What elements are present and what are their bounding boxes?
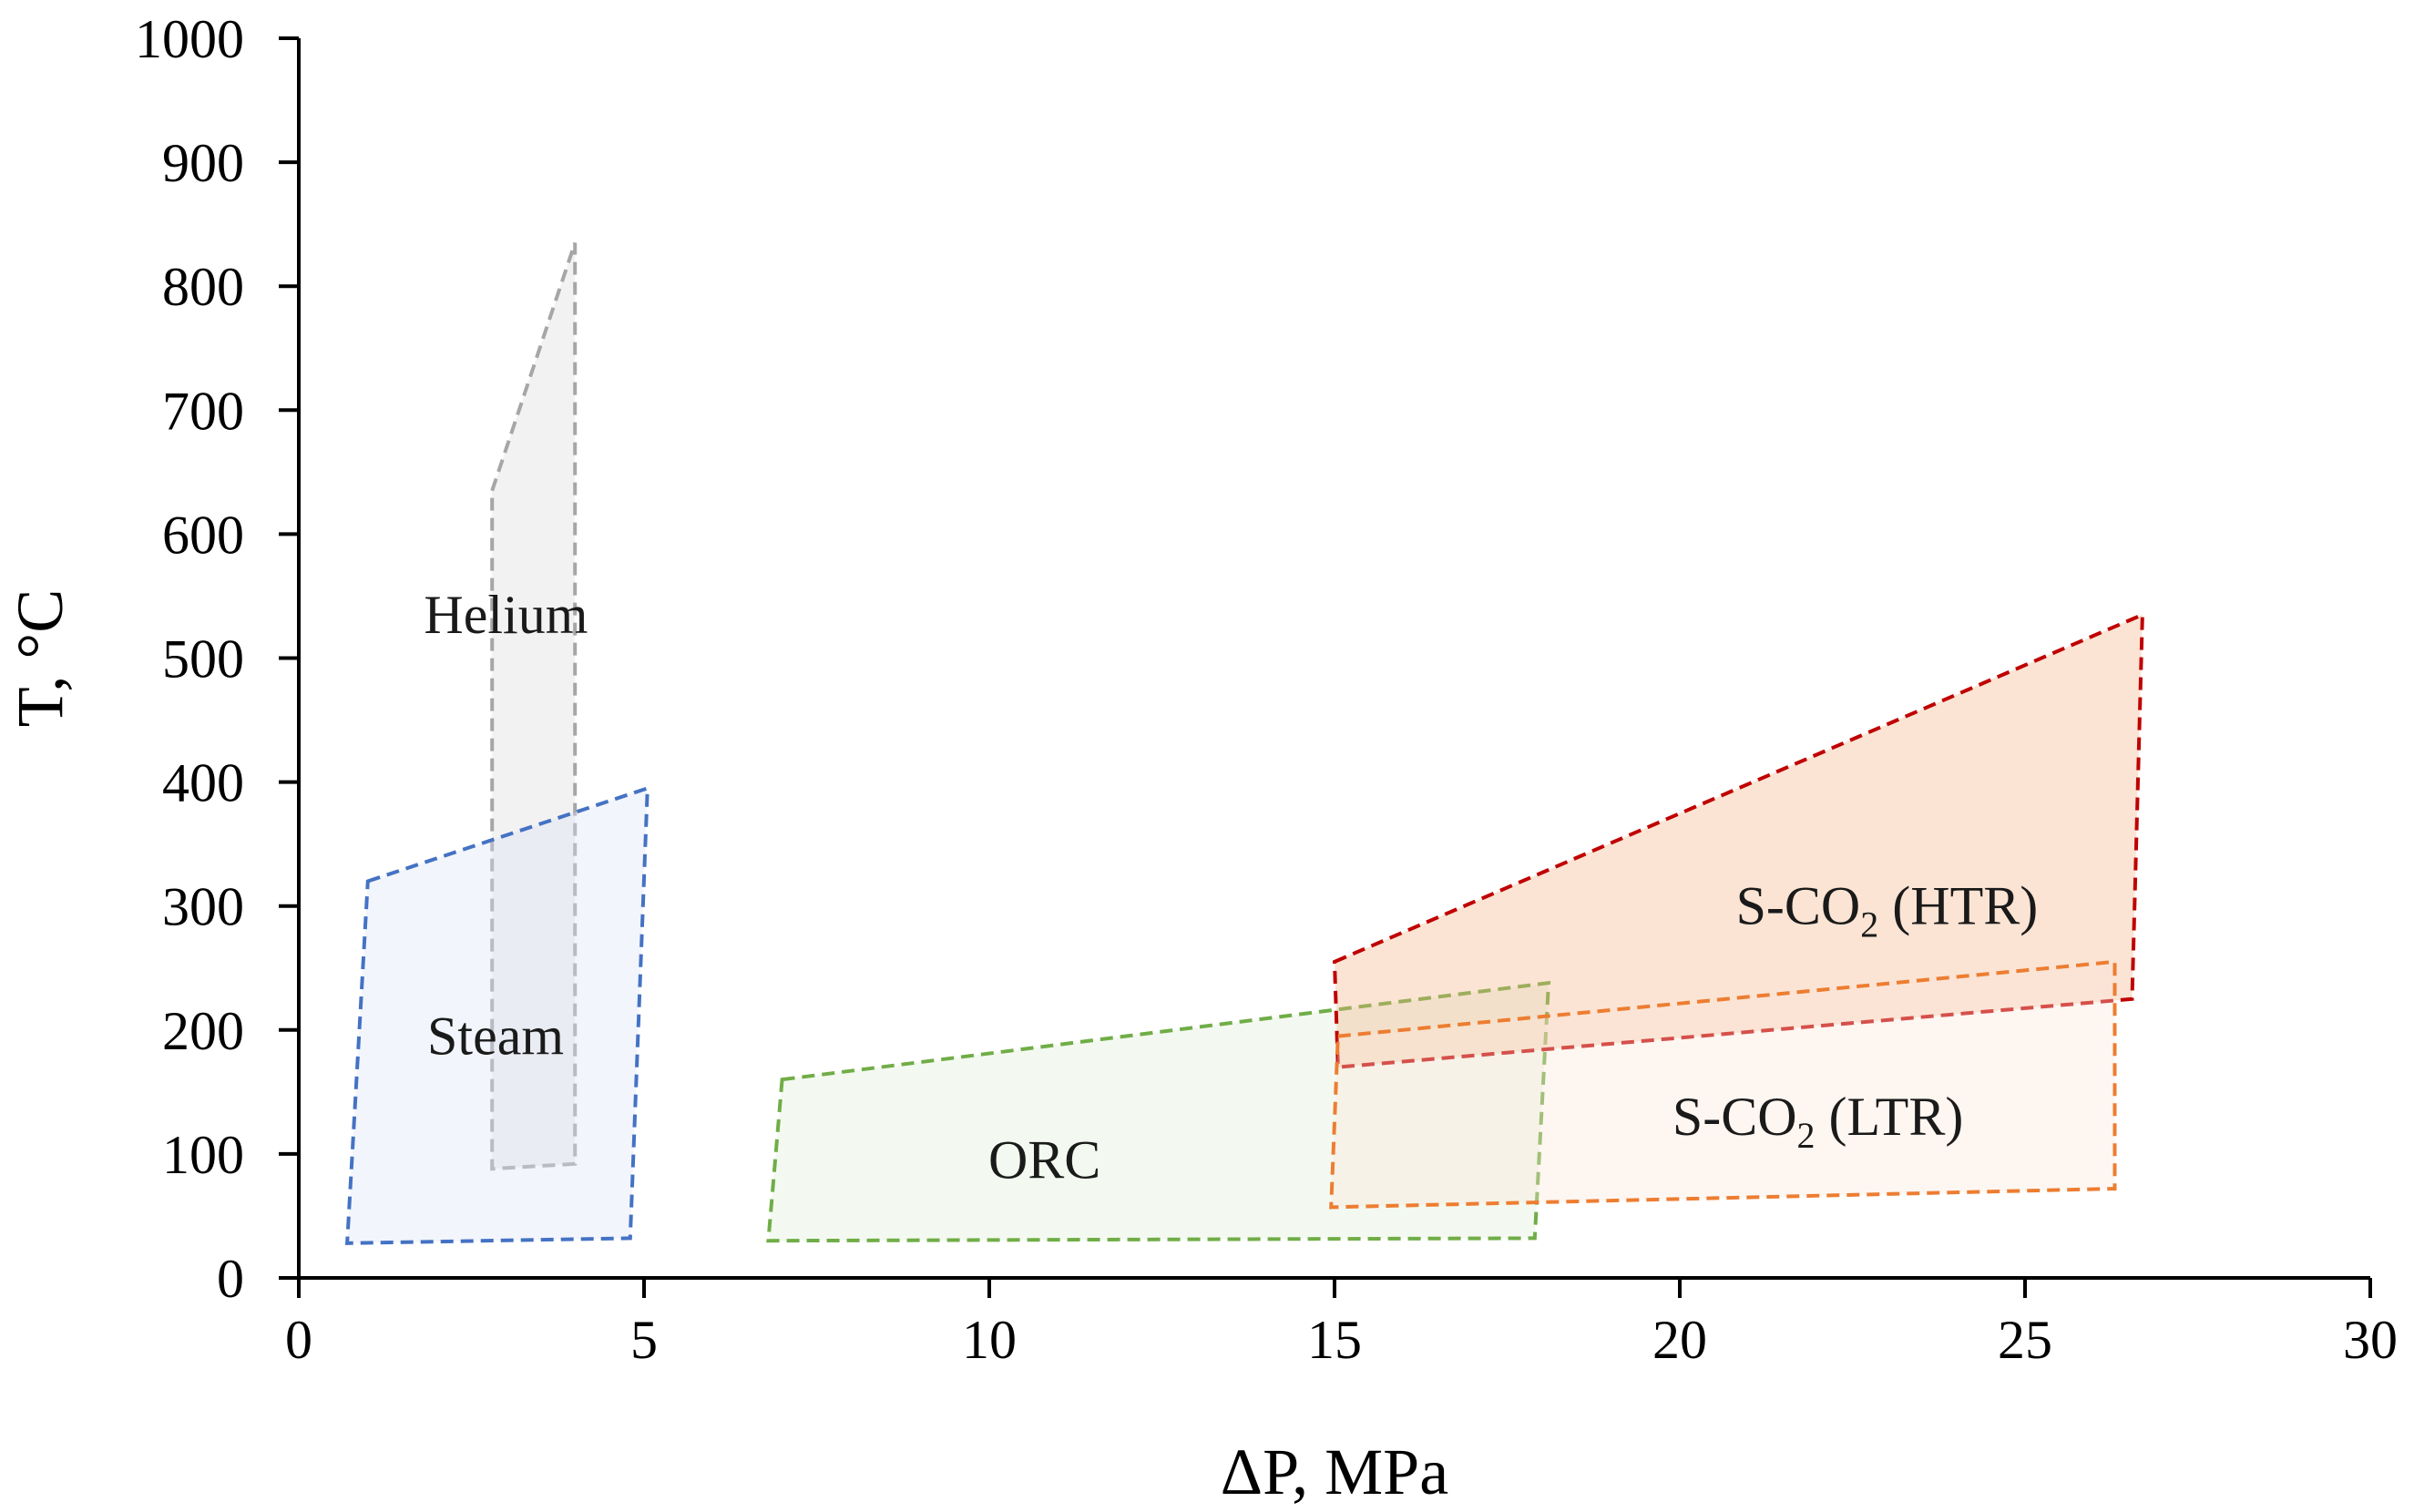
x-axis-title: ΔP, MPa: [1221, 1435, 1448, 1508]
region-label-subscript: 2: [1860, 904, 1878, 945]
region-label-s-co2-ltr: S-CO2 (LTR): [1672, 1087, 1963, 1156]
region-label-text: Steam: [427, 1006, 564, 1067]
region-steam: [344, 785, 650, 1245]
y-tick-label: 400: [162, 753, 244, 813]
region-label-subscript: 2: [1797, 1115, 1816, 1156]
y-tick-label: 300: [162, 877, 244, 937]
y-tick-label: 700: [162, 381, 244, 441]
y-tick-label: 0: [217, 1249, 244, 1309]
y-tick-label: 500: [162, 629, 244, 690]
region-label-text: Helium: [424, 585, 588, 645]
region-label-text: S-CO: [1736, 876, 1861, 936]
y-tick-label: 900: [162, 133, 244, 193]
region-label-s-co2-htr: S-CO2 (HTR): [1736, 876, 2039, 945]
ticks: 0 5 10 15 20 25 300100200300400500600700800900…: [135, 9, 2398, 1370]
region-label-text: S-CO: [1672, 1087, 1797, 1147]
region-label-orc: ORC: [988, 1130, 1100, 1190]
y-tick-label: 1000: [135, 9, 244, 69]
region-helium: [490, 241, 578, 1171]
x-tick-label: 20: [1652, 1310, 1707, 1370]
x-tick-label: 5: [630, 1310, 658, 1370]
region-label-steam: Steam: [427, 1006, 564, 1067]
y-tick-label: 800: [162, 257, 244, 317]
x-tick-label: 15: [1307, 1310, 1362, 1370]
y-tick-label: 100: [162, 1125, 244, 1185]
y-axis-title: T, °C: [4, 589, 77, 727]
region-label-helium: Helium: [424, 585, 588, 645]
region-s-co2-htr: [1332, 611, 2144, 1069]
region-orc: [766, 980, 1551, 1243]
region-label-tail: (HTR): [1878, 876, 2038, 936]
region-label-tail: (LTR): [1816, 1087, 1964, 1147]
region-label-text: ORC: [988, 1130, 1100, 1190]
plot-regions: [344, 241, 2144, 1245]
x-tick-label: 25: [1998, 1310, 2052, 1370]
y-tick-label: 200: [162, 1001, 244, 1061]
y-tick-label: 600: [162, 505, 244, 565]
x-tick-label: 0: [285, 1310, 312, 1370]
region-s-co2-ltr: [1329, 959, 2117, 1210]
x-tick-label: 30: [2343, 1310, 2398, 1370]
x-tick-label: 10: [962, 1310, 1017, 1370]
